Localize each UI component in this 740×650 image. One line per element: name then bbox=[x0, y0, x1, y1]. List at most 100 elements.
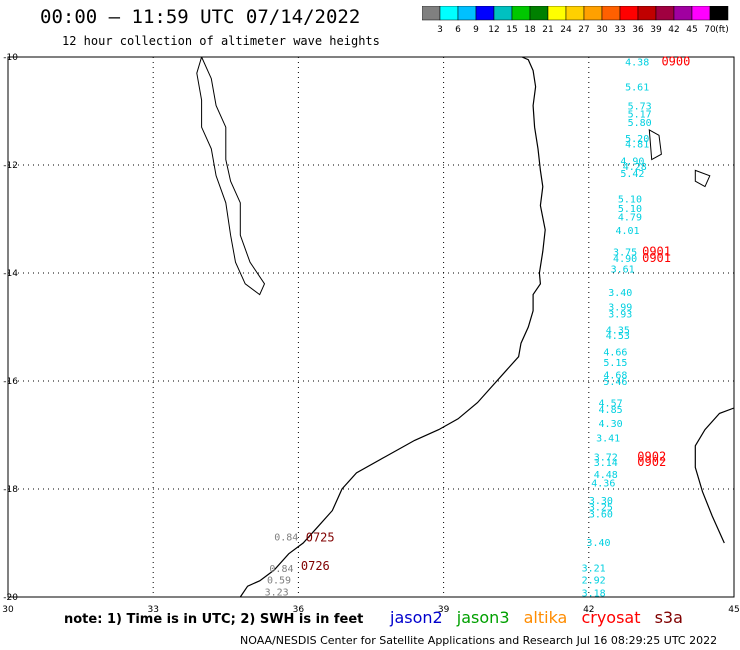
map-subtitle: 12 hour collection of altimeter wave hei… bbox=[62, 34, 380, 48]
colorbar-label: 33 bbox=[614, 25, 625, 35]
lon-tick-label: 36 bbox=[293, 605, 305, 615]
wave-height-label: 3.99 bbox=[608, 302, 632, 313]
wave-height-label: 4.35 bbox=[606, 326, 630, 337]
wave-height-label: 4.79 bbox=[618, 212, 642, 223]
map-title: 00:00 – 11:59 UTC 07/14/2022 bbox=[40, 6, 361, 28]
pass-time-label: 0902 bbox=[637, 450, 666, 464]
footer-note: note: 1) Time is in UTC; 2) SWH is in fe… bbox=[64, 612, 364, 627]
legend-jason3: jason3 bbox=[456, 608, 510, 627]
colorbar-label: 42 bbox=[668, 25, 679, 35]
lat-tick-label: -12 bbox=[3, 161, 18, 171]
wave-height-label: 3.61 bbox=[611, 265, 635, 276]
wave-height-label: 4.66 bbox=[603, 347, 627, 358]
legend-s3a: s3a bbox=[654, 608, 683, 627]
wave-height-label: 3.93 bbox=[608, 310, 632, 321]
colorbar-label: 30 bbox=[596, 25, 608, 35]
lon-tick-label: 30 bbox=[2, 605, 14, 615]
wave-height-label: 3.23 bbox=[265, 588, 289, 599]
wave-height-label: 3.25 bbox=[589, 502, 613, 513]
colorbar-label: 21 bbox=[542, 25, 553, 35]
wave-height-label: 4.81 bbox=[625, 139, 649, 150]
wave-height-label: 3.40 bbox=[608, 288, 632, 299]
wave-height-label: 3.30 bbox=[589, 496, 613, 507]
island-outline bbox=[694, 169, 711, 188]
wave-height-label: 4.30 bbox=[599, 419, 623, 430]
pass-time-label: 0901 bbox=[642, 251, 671, 265]
wave-height-label: 3.75 bbox=[613, 247, 637, 258]
wave-height-label: 3.72 bbox=[594, 453, 618, 464]
wave-height-label: 4.90 bbox=[613, 254, 637, 265]
wave-height-label: 5.20 bbox=[625, 134, 649, 145]
colorbar-swatch bbox=[709, 6, 729, 21]
coastline bbox=[239, 56, 546, 598]
wave-height-label: 4.36 bbox=[591, 479, 615, 490]
colorbar-label: 24 bbox=[560, 25, 572, 35]
colorbar-label: 9 bbox=[473, 25, 479, 35]
wave-height-label: 4.38 bbox=[625, 57, 649, 68]
pass-time-label: 0725 bbox=[306, 531, 335, 545]
map-frame bbox=[7, 56, 735, 598]
pass-time-label: 0901 bbox=[642, 244, 671, 258]
colorbar-label: 45 bbox=[686, 25, 697, 35]
satellite-legend: jason2 jason3 altika cryosat s3a bbox=[390, 608, 692, 627]
wave-height-label: 0.59 bbox=[267, 576, 291, 587]
island-outline bbox=[648, 129, 662, 161]
colorbar-label: 27 bbox=[578, 25, 589, 35]
lake-outline bbox=[196, 56, 266, 296]
wave-height-label: 4.68 bbox=[603, 371, 627, 382]
lat-tick-label: -18 bbox=[3, 485, 18, 495]
colorbar-label: 70 bbox=[704, 25, 716, 35]
madagascar-coastline bbox=[694, 407, 735, 544]
colorbar-unit: (ft) bbox=[715, 25, 729, 35]
colorbar-label: 18 bbox=[524, 25, 536, 35]
wave-height-label: 3.41 bbox=[596, 434, 620, 445]
wave-height-label: 5.80 bbox=[628, 118, 652, 129]
wave-height-label: 2.92 bbox=[582, 576, 606, 587]
wave-height-label: 3.40 bbox=[586, 538, 610, 549]
lat-tick-label: -20 bbox=[3, 593, 18, 603]
wave-height-label: 5.42 bbox=[620, 169, 644, 180]
colorbar-label: 6 bbox=[455, 25, 461, 35]
lat-tick-label: -16 bbox=[3, 377, 18, 387]
credit-line: NOAA/NESDIS Center for Satellite Applica… bbox=[240, 634, 718, 647]
wave-height-label: 3.14 bbox=[594, 458, 618, 469]
wave-height-label: 4.57 bbox=[599, 399, 623, 410]
legend-jason2: jason2 bbox=[390, 608, 443, 627]
wave-height-label: 4.85 bbox=[599, 405, 623, 416]
colorbar-label: 12 bbox=[488, 25, 499, 35]
wave-height-label: 5.61 bbox=[625, 83, 649, 94]
wave-height-label: 5.46 bbox=[603, 377, 627, 388]
wave-height-label: 5.10 bbox=[618, 204, 642, 215]
wave-height-label: 5.10 bbox=[618, 194, 642, 205]
pass-time-label: 0900 bbox=[661, 54, 690, 68]
wave-height-label: 4.90 bbox=[620, 157, 644, 168]
lon-tick-label: 39 bbox=[438, 605, 450, 615]
colorbar-label: 36 bbox=[632, 25, 644, 35]
wave-height-label: 5.15 bbox=[603, 358, 627, 369]
wave-height-label: 5.17 bbox=[628, 110, 652, 121]
wave-height-label: 4.28 bbox=[623, 162, 647, 173]
lon-tick-label: 45 bbox=[728, 605, 739, 615]
wave-height-colorbar: 3 6 9 12 15 18 21 24 27 30 33 36 39 42 45 70 (ft) bbox=[422, 6, 729, 35]
colorbar-label: 3 bbox=[437, 25, 443, 35]
legend-cryosat: cryosat bbox=[581, 608, 641, 627]
legend-altika: altika bbox=[523, 608, 568, 627]
pass-time-label: 0726 bbox=[301, 559, 330, 573]
wave-height-label: 5.73 bbox=[628, 102, 652, 113]
wave-height-label: 4.01 bbox=[615, 226, 639, 237]
wave-height-label: 3.18 bbox=[582, 589, 606, 600]
wave-height-label: 4.53 bbox=[606, 331, 630, 342]
wave-height-label: 3.21 bbox=[582, 563, 606, 574]
wave-height-label: 0.84 bbox=[269, 564, 293, 575]
wave-height-label: 4.48 bbox=[594, 470, 618, 481]
lat-tick-label: -10 bbox=[3, 53, 18, 63]
pass-time-label: 0902 bbox=[637, 455, 666, 469]
colorbar-label: 39 bbox=[650, 25, 662, 35]
lon-tick-label: 33 bbox=[147, 605, 158, 615]
lat-tick-label: -14 bbox=[3, 269, 18, 279]
wave-height-label: 0.84 bbox=[274, 533, 298, 544]
lon-tick-label: 42 bbox=[583, 605, 594, 615]
wave-height-label: 3.60 bbox=[589, 509, 613, 520]
colorbar-label: 15 bbox=[506, 25, 517, 35]
